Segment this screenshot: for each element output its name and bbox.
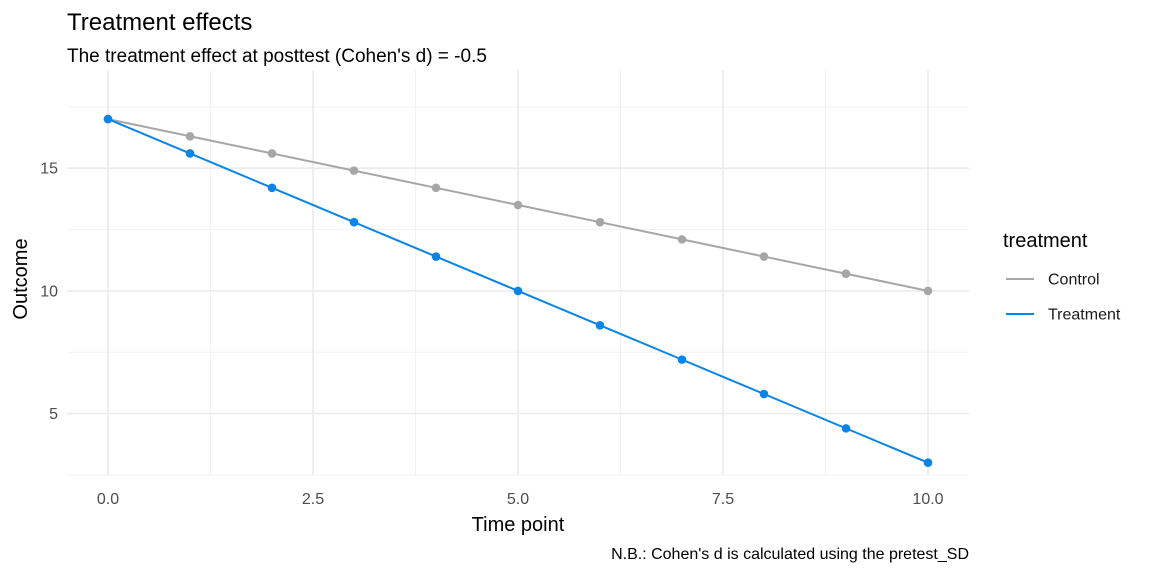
chart-subtitle: The treatment effect at posttest (Cohen'…: [67, 46, 487, 67]
x-tick-label: 5.0: [507, 491, 529, 508]
y-tick-label: 5: [49, 406, 58, 423]
x-axis-title: Time point: [472, 514, 565, 536]
data-point-treatment: [431, 252, 441, 261]
data-point-treatment: [677, 355, 687, 364]
data-point-treatment: [267, 183, 277, 193]
x-tick-label: 10.0: [912, 491, 943, 508]
data-point-treatment: [841, 424, 851, 433]
x-tick-label: 2.5: [302, 491, 324, 508]
chart-caption: N.B.: Cohen's d is calculated using the …: [611, 546, 969, 563]
y-tick-label: 10: [40, 283, 58, 300]
x-axis-ticks: 0.0 2.5 5.0 7.5 10.0: [97, 491, 944, 508]
y-axis-title: Outcome: [10, 238, 32, 319]
legend: Control Treatment: [1006, 272, 1121, 324]
data-point-control: [759, 252, 769, 261]
data-point-treatment: [513, 286, 523, 296]
chart-title: Treatment effects: [67, 9, 252, 36]
data-point-treatment: [759, 389, 769, 399]
data-point-treatment: [349, 217, 359, 227]
data-point-control: [185, 131, 195, 141]
data-point-treatment: [923, 458, 933, 468]
data-point-control: [267, 149, 277, 158]
x-tick-label: 7.5: [712, 491, 734, 508]
data-point-control: [841, 269, 851, 279]
grid: [67, 70, 969, 476]
x-tick-label: 0.0: [97, 491, 119, 508]
legend-label-treatment: Treatment: [1048, 307, 1121, 324]
data-point-control: [513, 200, 523, 210]
data-point-control: [595, 217, 605, 227]
plot-area: [103, 114, 933, 468]
data-point-control: [431, 183, 441, 193]
data-point-control: [677, 235, 687, 244]
data-point-control: [923, 286, 933, 296]
data-point-treatment: [185, 149, 195, 158]
y-axis-ticks: 5 10 15: [40, 161, 58, 423]
y-tick-label: 15: [40, 161, 58, 178]
legend-title: treatment: [1003, 230, 1088, 252]
data-point-treatment: [103, 114, 113, 124]
data-point-treatment: [595, 320, 605, 330]
data-point-control: [349, 166, 359, 175]
legend-label-control: Control: [1048, 272, 1100, 289]
